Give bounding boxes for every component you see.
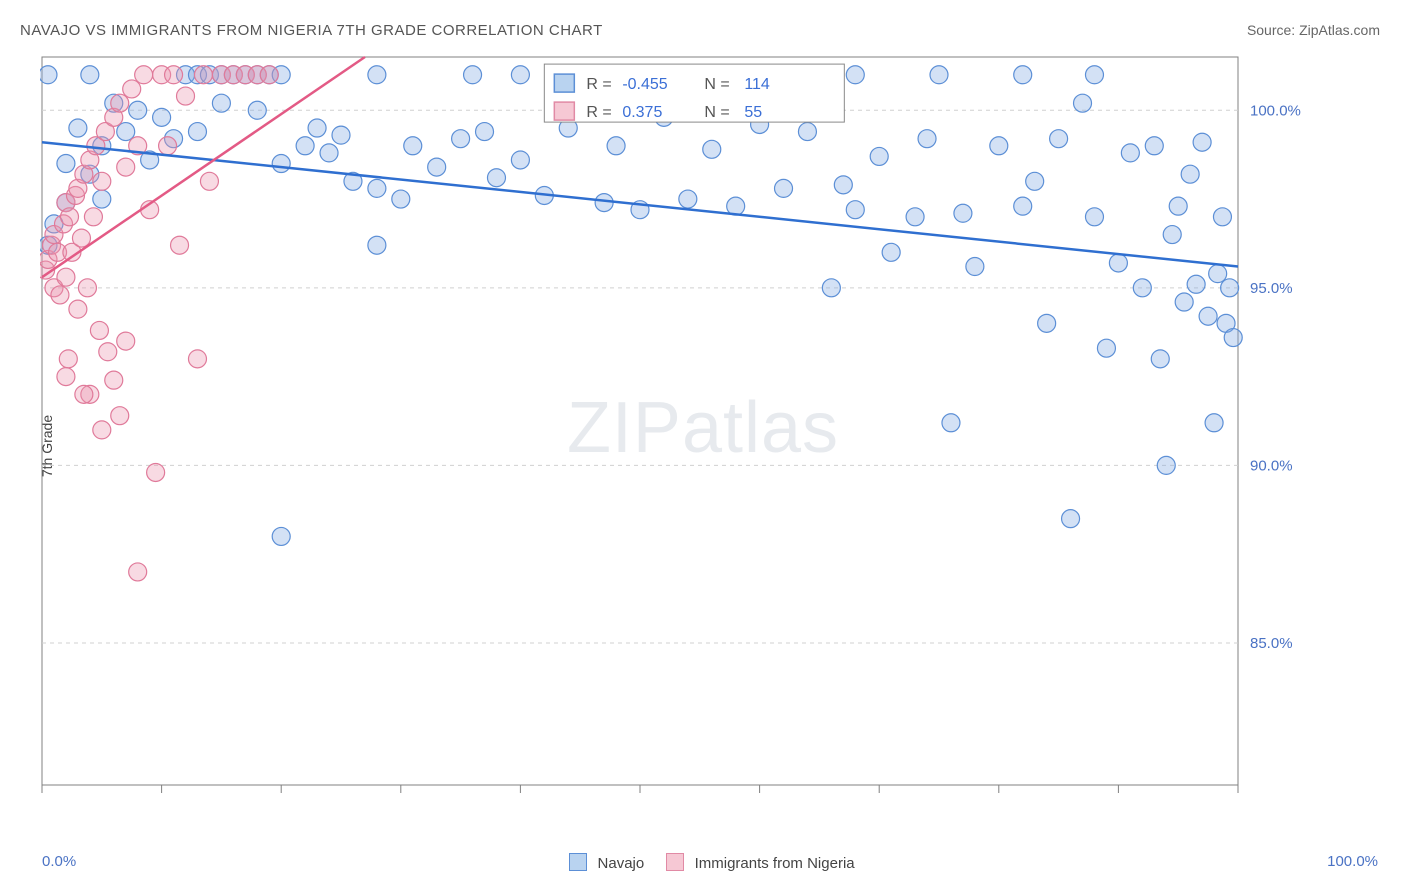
svg-text:55: 55: [744, 104, 762, 121]
svg-text:-0.455: -0.455: [622, 76, 667, 93]
svg-text:R =: R =: [586, 76, 611, 93]
legend-swatch-navajo: [569, 853, 587, 871]
bottom-legend: Navajo Immigrants from Nigeria: [0, 853, 1406, 872]
svg-text:0.375: 0.375: [622, 104, 662, 121]
legend-label-navajo: Navajo: [598, 855, 645, 872]
svg-text:N =: N =: [704, 104, 729, 121]
legend-label-nigeria: Immigrants from Nigeria: [695, 855, 855, 872]
legend-swatch-nigeria: [666, 853, 684, 871]
chart-title: NAVAJO VS IMMIGRANTS FROM NIGERIA 7TH GR…: [20, 22, 603, 39]
svg-text:N =: N =: [704, 76, 729, 93]
svg-text:95.0%: 95.0%: [1250, 280, 1293, 297]
svg-text:100.0%: 100.0%: [1250, 102, 1301, 119]
svg-text:R =: R =: [586, 104, 611, 121]
source-attribution: Source: ZipAtlas.com: [1247, 22, 1380, 38]
svg-text:85.0%: 85.0%: [1250, 635, 1293, 652]
svg-text:90.0%: 90.0%: [1250, 457, 1293, 474]
svg-text:114: 114: [744, 76, 770, 93]
scatter-plot: 100.0% 95.0% 90.0% 85.0% R = -0.455 N = 114 R = 0…: [40, 55, 1316, 815]
